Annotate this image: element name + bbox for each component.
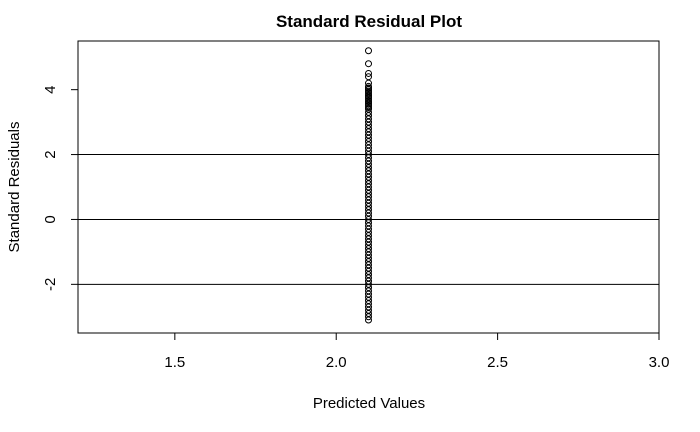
chart-title: Standard Residual Plot xyxy=(276,12,462,31)
data-point xyxy=(365,60,372,68)
data-point xyxy=(365,69,372,77)
data-point xyxy=(365,316,372,324)
y-axis-label: Standard Residuals xyxy=(6,122,23,253)
x-tick-label: 3.0 xyxy=(649,354,670,371)
x-tick-label: 1.5 xyxy=(164,354,185,371)
y-tick-label: 0 xyxy=(42,215,59,223)
x-tick-label: 2.0 xyxy=(326,354,347,371)
data-point xyxy=(365,47,372,55)
data-points xyxy=(365,47,372,324)
x-axis: 1.5 2.0 2.5 3.0 xyxy=(164,332,670,371)
y-axis: -2 0 2 4 xyxy=(42,85,78,291)
x-axis-label: Predicted Values xyxy=(313,395,425,412)
y-tick-label: 2 xyxy=(42,150,59,158)
y-tick-label: -2 xyxy=(42,278,59,291)
y-tick-label: 4 xyxy=(42,85,59,93)
x-tick-label: 2.5 xyxy=(487,354,508,371)
data-point xyxy=(365,313,372,321)
